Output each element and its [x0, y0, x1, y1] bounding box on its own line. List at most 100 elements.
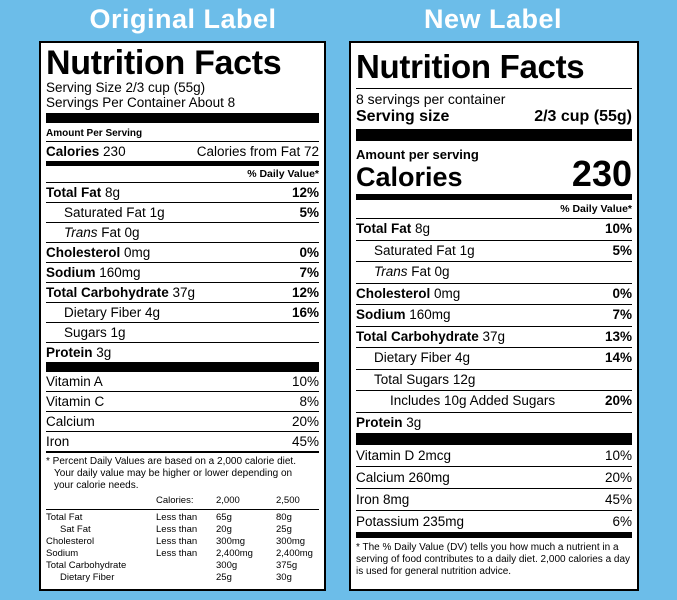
- nutrient-name: Dietary Fiber: [64, 305, 142, 320]
- nutrient-name: Protein: [46, 345, 93, 360]
- divider: [356, 88, 632, 89]
- vitamin-dv: 45%: [291, 434, 319, 449]
- nutrient-dv: 12%: [291, 185, 319, 200]
- nutrient-name: Total Carbohydrate: [356, 328, 479, 344]
- vitamin-name: Potassium 235mg: [356, 514, 465, 529]
- dv-table-cell: Total Carbohydrate: [46, 560, 127, 571]
- nutrient-dv: 7%: [612, 307, 632, 322]
- nutrient-row: Total Fat 8g 10%: [356, 218, 632, 240]
- dv-header: % Daily Value*: [247, 168, 319, 180]
- amount-per-serving: Amount per serving: [356, 147, 479, 162]
- serving-size: Serving Size 2/3 cup (55g): [46, 80, 206, 95]
- vitamin-dv: 10%: [604, 448, 632, 463]
- dv-table-cell: Less than: [156, 536, 198, 547]
- nutrient-name: Total Sugars: [374, 371, 450, 387]
- dv-table-cell: Less than: [156, 512, 198, 523]
- vitamin-dv: 45%: [604, 492, 632, 507]
- nutrient-amount: 12g: [452, 371, 476, 387]
- vitamin-dv: 10%: [291, 374, 319, 389]
- dv-table-cell: Calories:: [156, 495, 194, 506]
- serving-size-value: 2/3 cup (55g): [534, 108, 632, 125]
- servings-per-container: Servings Per Container About 8: [46, 95, 236, 110]
- vitamin-name: Calcium 260mg: [356, 470, 450, 485]
- dv-table-header: Calories: 2,000 2,500: [46, 495, 319, 507]
- nutrient-dv: 13%: [604, 328, 632, 344]
- nutrient-name: Cholesterol: [46, 245, 121, 260]
- dv-table-cell: 30g: [276, 572, 292, 583]
- nutrient-name: Trans: [374, 264, 408, 279]
- vitamin-name: Iron 8mg: [356, 492, 410, 507]
- calories-row: Calories 230 Calories from Fat 72: [46, 141, 319, 161]
- nutrient-amount: 37g: [172, 285, 196, 300]
- nutrient-dv: 7%: [299, 265, 319, 280]
- vitamin-dv: 6%: [612, 514, 632, 529]
- nutrient-dv: 10%: [604, 221, 632, 236]
- dv-table-cell: 300g: [216, 560, 238, 571]
- calories-value: 230: [571, 153, 632, 194]
- nutrient-dv: 0%: [299, 245, 319, 260]
- nutrient-dv: 16%: [291, 305, 319, 320]
- divider: [46, 113, 319, 123]
- calories-value: 230: [103, 144, 126, 159]
- dv-table-cell: 25g: [216, 572, 232, 583]
- nutrient-row: Trans Fat 0g: [46, 222, 319, 242]
- nutrient-amount: 160mg: [99, 265, 141, 280]
- nutrient-name: Saturated Fat: [64, 205, 146, 220]
- divider: [46, 451, 319, 453]
- servings-per-container: 8 servings per container: [356, 91, 506, 107]
- nutrient-name: Includes 10g Added Sugars: [390, 393, 556, 408]
- dv-table-cell: Sat Fat: [60, 524, 91, 535]
- divider: [46, 362, 319, 372]
- nutrient-name: Cholesterol: [356, 285, 431, 301]
- vitamin-row: Calcium 260mg 20%: [356, 466, 632, 488]
- nutrient-amount: 4g: [455, 350, 471, 365]
- vitamin-row: Calcium 20%: [46, 411, 319, 431]
- nutrient-row: Dietary Fiber 4g 14%: [356, 347, 632, 369]
- nutrient-dv: 5%: [299, 205, 319, 220]
- original-nutrition-label: Nutrition Facts Serving Size 2/3 cup (55…: [39, 41, 326, 591]
- footnote: * The % Daily Value (DV) tells you how m…: [356, 542, 631, 577]
- footnote-line: * Percent Daily Values are based on a 2,…: [46, 456, 296, 467]
- nutrient-amount: 37g: [482, 328, 506, 344]
- nutrient-row: Dietary Fiber 4g 16%: [46, 302, 319, 322]
- nutrient-row: Total Carbohydrate 37g 12%: [46, 282, 319, 302]
- nutrient-amount: 4g: [145, 305, 161, 320]
- divider: [356, 532, 632, 538]
- new-nutrition-label: Nutrition Facts 8 servings per container…: [349, 41, 639, 591]
- vitamin-name: Vitamin A: [46, 374, 103, 389]
- nutrient-row: Saturated Fat 1g 5%: [356, 239, 632, 262]
- dv-table-cell: Cholesterol: [46, 536, 95, 547]
- nutrient-row: Total Fat 8g 12%: [46, 182, 319, 202]
- nutrient-amount: 8g: [105, 185, 121, 200]
- nutrient-dv: 12%: [291, 285, 319, 300]
- nutrient-amount: 160mg: [409, 307, 451, 322]
- nutrient-name: Saturated Fat: [374, 242, 456, 258]
- serving-size-label: Serving size: [356, 108, 450, 125]
- nutrient-dv: 0%: [612, 285, 632, 301]
- nutrient-row: Protein 3g: [46, 342, 319, 362]
- calories-label: Calories: [46, 144, 100, 159]
- vitamin-row: Iron 45%: [46, 431, 319, 451]
- vitamin-row: Potassium 235mg 6%: [356, 510, 632, 532]
- nutrient-dv: 14%: [604, 350, 632, 365]
- nutrient-amount: 0mg: [434, 285, 461, 301]
- nutrient-amount: 1g: [149, 205, 165, 220]
- vitamin-dv: 20%: [291, 414, 319, 429]
- vitamin-dv: 8%: [299, 394, 319, 409]
- amount-per-serving: Amount Per Serving: [46, 128, 143, 139]
- dv-table-cell: 375g: [276, 560, 298, 571]
- label-title: Nutrition Facts: [356, 48, 585, 85]
- nutrient-row: Sodium 160mg 7%: [46, 262, 319, 282]
- nutrient-dv: 5%: [612, 242, 632, 258]
- dv-table-cell: 65g: [216, 512, 232, 523]
- calories-row: Calories 230: [356, 153, 632, 194]
- vitamin-name: Calcium: [46, 414, 95, 429]
- calories-label: Calories: [356, 162, 463, 192]
- vitamin-name: Iron: [46, 434, 70, 449]
- dv-table-cell: Dietary Fiber: [60, 572, 115, 583]
- dv-table-cell: Less than: [156, 524, 198, 535]
- dv-table-cell: 300mg: [216, 536, 246, 547]
- nutrient-row: Sugars 1g: [46, 322, 319, 342]
- dv-table-cell: [156, 560, 216, 572]
- nutrient-row: Trans Fat 0g: [356, 261, 632, 283]
